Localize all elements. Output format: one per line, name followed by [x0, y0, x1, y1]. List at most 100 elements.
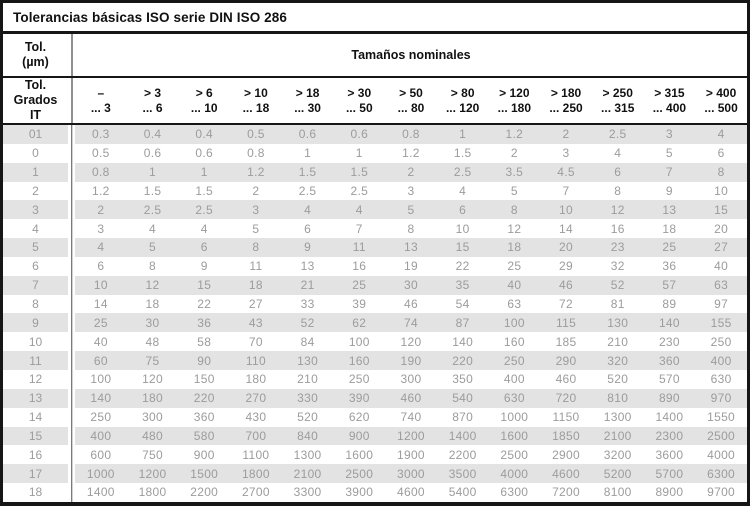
- tolerance-value-cell: 2900: [552, 447, 580, 462]
- tolerance-value-cell: 4: [200, 221, 208, 236]
- tolerance-value-cell: 210: [297, 372, 319, 387]
- tolerance-value-cell: 36: [178, 313, 231, 333]
- tolerance-value-cell: 15: [695, 200, 747, 220]
- tolerance-value-cell: 13: [300, 259, 315, 274]
- tolerance-value-cell: 130: [281, 351, 334, 370]
- it-grade-label: 9: [3, 313, 68, 333]
- tolerance-value-cell: 54: [455, 297, 470, 312]
- tolerance-value-cell: 1850: [540, 426, 592, 446]
- tolerance-value-cell: 570: [658, 372, 680, 387]
- tolerance-value-cell: 460: [385, 388, 437, 408]
- tolerance-value-cell: 5200: [591, 464, 644, 484]
- tolerance-value-cell: 12: [507, 221, 522, 236]
- tolerance-value-cell: 4: [75, 238, 127, 257]
- tolerance-value-cell: 360: [643, 351, 696, 370]
- tolerance-value-cell: 2: [252, 183, 260, 198]
- tolerance-value-cell: 180: [245, 372, 267, 387]
- tolerance-value-cell: 2300: [643, 426, 696, 446]
- tolerance-value-cell: 350: [452, 372, 474, 387]
- tolerance-value-cell: 5: [126, 238, 179, 257]
- tolerance-value-cell: 7: [355, 221, 363, 236]
- table-row: 12 100 120 150 180 210 250 300 350 400 460 520 570 63…: [3, 369, 747, 389]
- tolerance-value-cell: 155: [695, 313, 747, 333]
- table-row: 13 140 180 220 270 330 390 460 540 630 720 810 890 97…: [3, 388, 747, 408]
- table-row: 15 400 480 580 700 840 900 1200 1400 1600 1850 2100…: [3, 426, 747, 446]
- tolerance-value-cell: 6: [178, 238, 231, 257]
- tolerance-value-cell: 740: [400, 410, 422, 425]
- tolerance-value-cell: 4: [333, 200, 386, 220]
- column-divider: [68, 294, 75, 314]
- tolerance-value-cell: 11: [249, 259, 263, 274]
- tolerance-value-cell: 0.3: [75, 125, 127, 144]
- tolerance-value-cell: 750: [142, 447, 163, 462]
- tolerance-value-cell: 3: [230, 200, 282, 220]
- tolerance-value-cell: 3: [562, 146, 570, 161]
- column-divider: [68, 143, 75, 163]
- tolerance-value-cell: 0.6: [281, 125, 334, 144]
- table-title-bar: Tolerancias básicas ISO serie DIN ISO 28…: [3, 3, 747, 34]
- tolerance-value-cell: 360: [193, 410, 215, 425]
- tolerance-value-cell: 48: [145, 334, 160, 349]
- tolerance-value-cell: 2: [75, 200, 127, 220]
- tolerance-value-cell: 15: [178, 275, 231, 295]
- tolerance-value-cell: 1400: [436, 426, 489, 446]
- table-body: 01 0.3 0.4 0.4 0.5 0.6 0.6 0.8 1 1.2 2 2.5 3 4 0 0.5 0.6…: [3, 125, 747, 502]
- it-grade-label: 0: [32, 146, 39, 161]
- it-grade-label: 4: [32, 221, 39, 236]
- tolerance-value-cell: 1: [355, 146, 363, 161]
- column-divider: [68, 426, 75, 446]
- tolerance-value-cell: 4600: [540, 464, 592, 484]
- tolerance-unit-line1: Tol.: [24, 40, 47, 54]
- tolerance-value-cell: 3900: [345, 485, 374, 500]
- tolerance-value-cell: 35: [436, 275, 489, 295]
- tolerance-value-cell: 20: [540, 238, 592, 257]
- tolerance-value-cell: 0.5: [230, 125, 282, 144]
- column-divider: [68, 483, 75, 502]
- tolerance-value-cell: 32: [610, 259, 625, 274]
- tolerance-value-cell: 1.2: [402, 146, 420, 161]
- grades-header-line2: IT: [29, 108, 42, 122]
- tolerance-unit-header: Tol. (µm): [3, 34, 68, 76]
- table-row: 11 60 75 90 110 130 160 190 220 250 290 320 360 400: [3, 351, 747, 370]
- tolerance-value-cell: 8: [695, 162, 747, 182]
- tolerance-value-cell: 480: [126, 426, 179, 446]
- column-divider: [68, 351, 75, 370]
- tolerance-value-cell: 540: [436, 388, 489, 408]
- tolerance-value-cell: 300: [142, 410, 163, 425]
- tolerance-value-cell: 900: [333, 426, 386, 446]
- tolerance-value-cell: 4000: [707, 447, 736, 462]
- table-row: 0 0.5 0.6 0.6 0.8 1 1 1.2 1.5 2 3 4 5 6: [3, 143, 747, 163]
- tolerance-value-cell: 4: [281, 200, 334, 220]
- tolerance-value-cell: 720: [540, 388, 592, 408]
- it-grade-label: 18: [28, 485, 43, 500]
- tolerance-value-cell: 22: [197, 297, 212, 312]
- it-grade-label: 11: [3, 351, 68, 370]
- tolerance-value-cell: 160: [503, 334, 525, 349]
- tolerance-value-cell: 630: [488, 388, 541, 408]
- tolerance-value-cell: 8: [230, 238, 282, 257]
- tolerance-value-cell: 3: [407, 183, 415, 198]
- tolerance-value-cell: 6: [591, 162, 644, 182]
- tolerance-value-cell: 1000: [500, 410, 529, 425]
- tolerance-value-cell: 2.5: [126, 200, 179, 220]
- tolerance-value-cell: 1.5: [281, 162, 334, 182]
- table-row: 8 14 18 22 27 33 39 46 54 63 72 81 89 97: [3, 294, 747, 314]
- tolerance-value-cell: 6300: [695, 464, 747, 484]
- tolerance-value-cell: 40: [93, 334, 108, 349]
- tolerance-value-cell: 40: [714, 259, 729, 274]
- tolerance-value-cell: 2.5: [591, 125, 644, 144]
- tolerance-value-cell: 330: [281, 388, 334, 408]
- tolerance-value-cell: 110: [230, 351, 282, 370]
- column-divider: [68, 275, 75, 295]
- tolerance-value-cell: 14: [559, 221, 573, 236]
- tolerance-value-cell: 250: [348, 372, 370, 387]
- tolerance-value-cell: 18: [488, 238, 541, 257]
- tolerance-value-cell: 120: [142, 372, 163, 387]
- tolerance-value-cell: 250: [488, 351, 541, 370]
- table-row: 9 25 30 36 43 52 62 74 87 100 115 130 140 155: [3, 313, 747, 333]
- column-divider: [68, 445, 75, 465]
- tolerance-value-cell: 9: [200, 259, 208, 274]
- tolerance-value-cell: 15: [436, 238, 489, 257]
- it-grade-label: 10: [28, 334, 43, 349]
- tolerance-value-cell: 2500: [695, 426, 747, 446]
